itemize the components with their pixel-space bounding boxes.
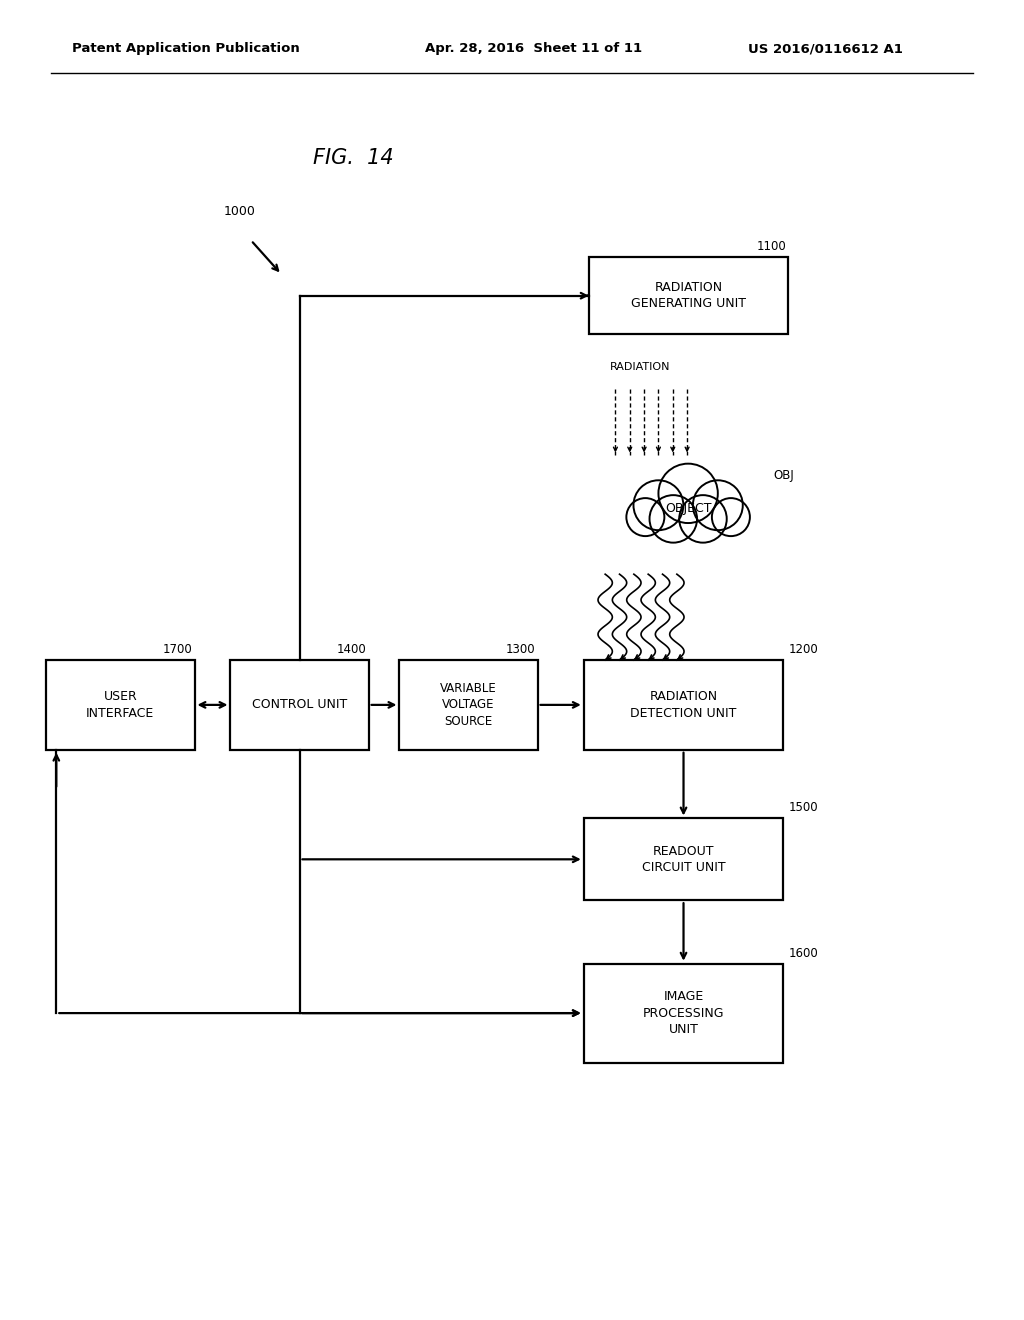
Text: RADIATION: RADIATION [610, 362, 671, 372]
Text: IMAGE
PROCESSING
UNIT: IMAGE PROCESSING UNIT [643, 990, 724, 1036]
Text: Apr. 28, 2016  Sheet 11 of 11: Apr. 28, 2016 Sheet 11 of 11 [425, 42, 642, 55]
Ellipse shape [712, 498, 750, 536]
Text: 1500: 1500 [788, 801, 818, 814]
Ellipse shape [693, 480, 742, 531]
Text: 1100: 1100 [757, 240, 786, 253]
Bar [584, 660, 783, 750]
Text: RADIATION
DETECTION UNIT: RADIATION DETECTION UNIT [631, 690, 736, 719]
Text: 1000: 1000 [223, 205, 255, 218]
Bar [230, 660, 369, 750]
Ellipse shape [658, 463, 718, 523]
Bar [399, 660, 538, 750]
Text: 1300: 1300 [506, 643, 536, 656]
Text: 1200: 1200 [788, 643, 818, 656]
Text: CONTROL UNIT: CONTROL UNIT [252, 698, 347, 711]
Text: READOUT
CIRCUIT UNIT: READOUT CIRCUIT UNIT [642, 845, 725, 874]
Text: US 2016/0116612 A1: US 2016/0116612 A1 [748, 42, 902, 55]
Bar [584, 818, 783, 900]
Bar [46, 660, 195, 750]
Text: OBJ: OBJ [773, 469, 794, 482]
Text: FIG.  14: FIG. 14 [313, 148, 393, 169]
Text: 1400: 1400 [337, 643, 367, 656]
Text: RADIATION
GENERATING UNIT: RADIATION GENERATING UNIT [631, 281, 746, 310]
Text: USER
INTERFACE: USER INTERFACE [86, 690, 155, 719]
Text: VARIABLE
VOLTAGE
SOURCE: VARIABLE VOLTAGE SOURCE [440, 682, 497, 727]
Ellipse shape [634, 480, 683, 531]
Bar [584, 964, 783, 1063]
Bar [589, 257, 788, 334]
Text: OBJECT: OBJECT [665, 502, 712, 515]
Text: 1700: 1700 [163, 643, 193, 656]
Text: Patent Application Publication: Patent Application Publication [72, 42, 299, 55]
Ellipse shape [649, 495, 697, 543]
Text: 1600: 1600 [788, 946, 818, 960]
Ellipse shape [627, 498, 665, 536]
Ellipse shape [679, 495, 727, 543]
